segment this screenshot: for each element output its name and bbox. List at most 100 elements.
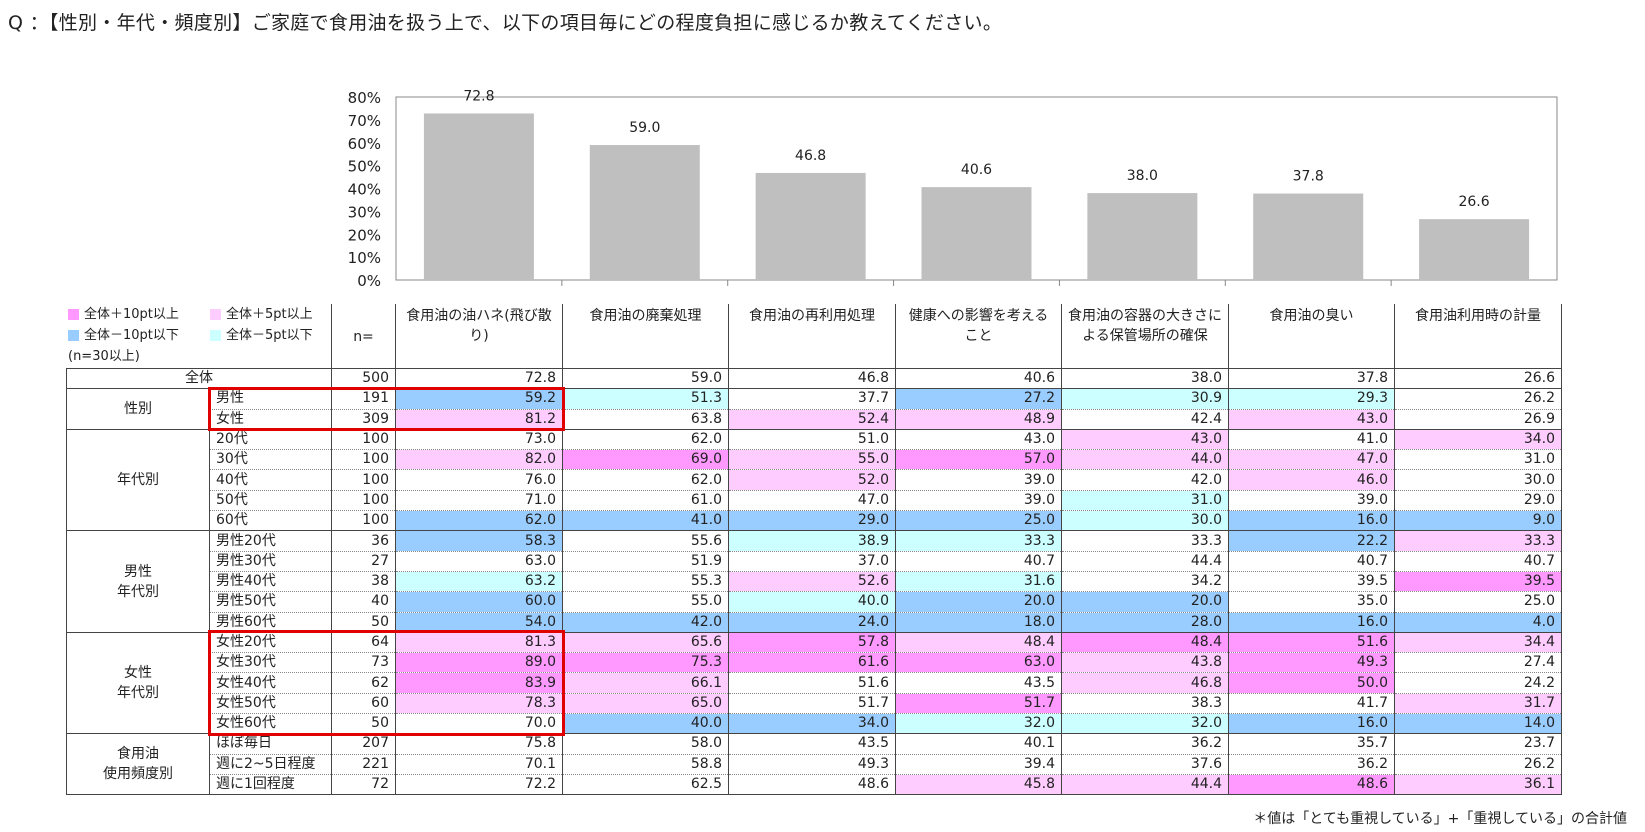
value-cell: 51.0 [728,429,896,451]
value-cell: 24.0 [728,612,896,633]
value-cell: 46.8 [728,367,896,390]
legend-item-pos5: 全体＋5pt以上 [210,304,352,325]
segment-label: 女性30代 [209,652,332,674]
bar-value-label: 26.6 [1458,194,1489,210]
value-cell: 60.0 [395,591,563,613]
segment-label: 30代 [209,449,332,471]
value-cell: 40.0 [728,591,896,613]
value-cell: 9.0 [1394,510,1562,532]
value-cell: 46.8 [1061,672,1229,694]
value-cell: 63.8 [562,409,729,430]
legend-label-pos5: 全体＋5pt以上 [226,307,313,322]
value-cell: 83.9 [395,672,563,694]
value-cell: 42.0 [562,612,729,633]
value-cell: 51.6 [728,672,896,694]
value-cell: 28.0 [1061,612,1229,633]
value-cell: 27.2 [895,388,1062,410]
value-cell: 65.6 [562,632,729,654]
value-cell: 70.1 [395,754,563,775]
value-cell: 33.3 [895,530,1062,552]
segment-label: ほぼ毎日 [209,733,332,755]
value-cell: 43.0 [1061,429,1229,451]
value-cell: 66.1 [562,672,729,694]
value-cell: 29.3 [1228,388,1395,410]
value-cell: 46.0 [1228,469,1395,491]
legend-note: (n=30以上) [68,349,140,364]
n-cell: 50 [331,713,396,735]
bar [1419,219,1530,280]
bar-value-label: 46.8 [795,148,826,164]
legend-space [67,304,332,369]
segment-label: 男性 [209,388,332,410]
value-cell: 26.2 [1394,754,1562,775]
value-cell: 63.2 [395,571,563,593]
value-cell: 75.3 [562,652,729,674]
value-cell: 51.7 [895,693,1062,715]
value-cell: 39.0 [895,490,1062,512]
value-cell: 39.5 [1228,571,1395,593]
value-cell: 55.0 [728,449,896,471]
value-cell: 38.3 [1061,693,1229,715]
n-cell: 309 [331,409,396,430]
value-cell: 49.3 [1228,652,1395,674]
value-cell: 39.4 [895,754,1062,775]
row-label-total: 全体 [66,367,332,390]
value-cell: 71.0 [395,490,563,512]
value-cell: 48.4 [1061,632,1229,654]
segment-label: 女性20代 [209,632,332,654]
bar [755,172,866,280]
value-cell: 55.6 [562,530,729,552]
n-cell: 500 [331,367,396,390]
segment-label: 20代 [209,429,332,451]
value-cell: 40.1 [895,733,1062,755]
y-tick-label: 50% [348,158,381,176]
value-cell: 69.0 [562,449,729,471]
value-cell: 23.7 [1394,733,1562,755]
value-cell: 20.0 [1061,591,1229,613]
value-cell: 26.6 [1394,367,1562,390]
value-cell: 59.0 [562,367,729,390]
value-cell: 25.0 [895,510,1062,532]
value-cell: 24.2 [1394,672,1562,694]
legend-label-neg10: 全体－10pt以下 [84,328,179,343]
n-cell: 60 [331,693,396,715]
value-cell: 14.0 [1394,713,1562,735]
bar-value-label: 72.8 [463,88,494,104]
value-cell: 48.6 [728,774,896,796]
n-cell: 40 [331,591,396,613]
value-cell: 48.9 [895,409,1062,430]
column-header: 食用油の再利用処理 [728,304,896,369]
value-cell: 39.5 [1394,571,1562,593]
legend-item-pos10: 全体＋10pt以上 [68,304,210,325]
group-label: 女性 年代別 [66,632,210,735]
value-cell: 25.0 [1394,591,1562,613]
n-cell: 100 [331,510,396,532]
bar [423,113,534,280]
value-cell: 31.7 [1394,693,1562,715]
n-cell: 100 [331,429,396,451]
data-table: n= 食用油の油ハネ(飛び散り) 食用油の廃棄処理 食用油の再利用処理 健康への影響を考… [66,304,1562,796]
y-tick-label: 60% [348,135,381,153]
value-cell: 38.0 [1061,367,1229,390]
value-cell: 43.5 [728,733,896,755]
n-cell: 38 [331,571,396,593]
bar-value-label: 59.0 [629,120,660,136]
n-cell: 36 [331,530,396,552]
y-tick-label: 20% [348,226,381,244]
value-cell: 33.3 [1061,530,1229,552]
value-cell: 76.0 [395,469,563,491]
value-cell: 16.0 [1228,612,1395,633]
column-header: 健康への影響を考えること [895,304,1062,369]
n-cell: 191 [331,388,396,410]
value-cell: 82.0 [395,449,563,471]
value-cell: 16.0 [1228,713,1395,735]
value-cell: 26.9 [1394,409,1562,430]
group-label: 食用油 使用頻度別 [66,733,210,796]
segment-label: 週に1回程度 [209,774,332,796]
n-cell: 72 [331,774,396,796]
y-tick-label: 80% [348,89,381,107]
bar [1253,193,1364,280]
value-cell: 62.5 [562,774,729,796]
legend-swatch-neg10 [68,330,79,341]
value-cell: 41.0 [562,510,729,532]
